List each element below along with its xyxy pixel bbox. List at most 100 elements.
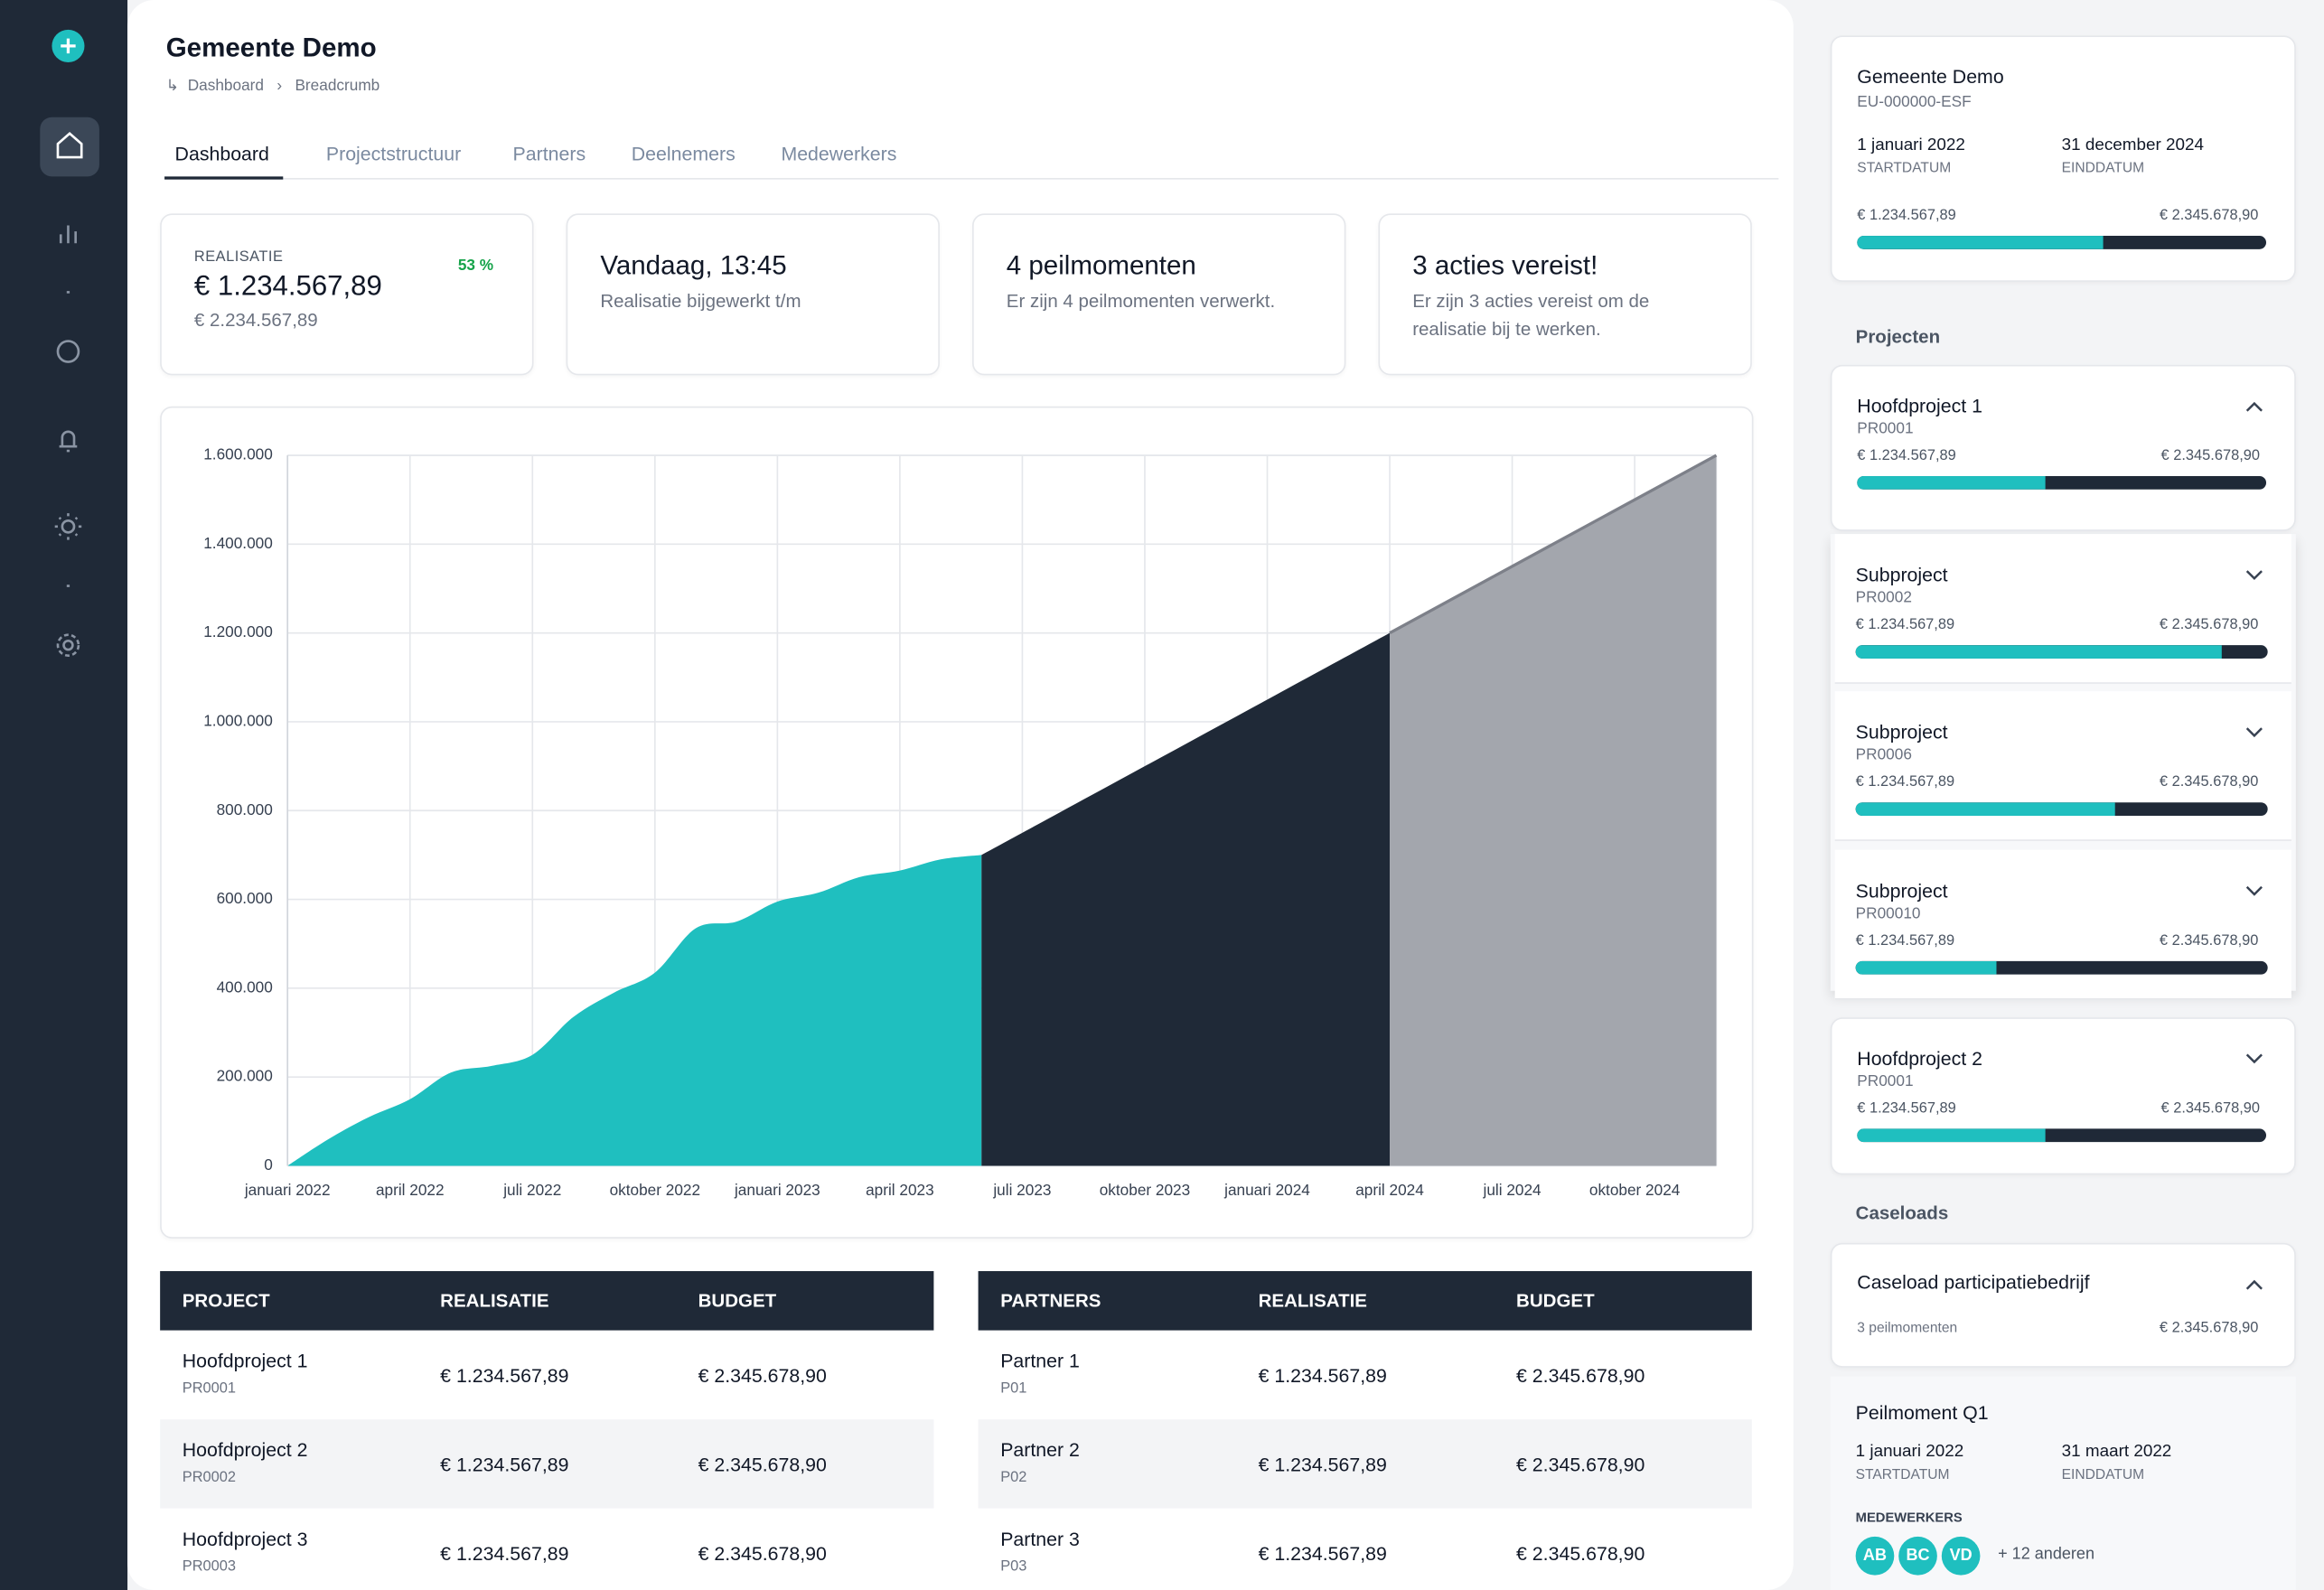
stat-card — [566, 213, 940, 376]
table-row[interactable] — [978, 1419, 1752, 1509]
caseload-budget: € 2.345.678,90 — [2159, 1320, 2259, 1337]
y-tick-label: 1.000.000 — [203, 711, 273, 729]
row-realisatie: € 1.234.567,89 — [440, 1364, 569, 1388]
chevron[interactable] — [2245, 569, 2263, 581]
sidebar-icons — [40, 29, 99, 657]
progress-track — [1857, 1128, 2267, 1143]
crumb[interactable]: Dashboard — [187, 77, 264, 96]
progress-fill — [1857, 476, 2046, 490]
table-row[interactable] — [160, 1330, 934, 1420]
column-header: BUDGET — [698, 1290, 777, 1312]
row-realisatie: € 1.234.567,89 — [440, 1542, 569, 1566]
project-code: PR00010 — [1855, 904, 1921, 923]
row-code: P02 — [1000, 1470, 1027, 1487]
row-realisatie: € 1.234.567,89 — [1258, 1542, 1387, 1566]
project-realised: € 1.234.567,89 — [1857, 447, 1956, 464]
staff-label: MEDEWERKERS — [1855, 1510, 1963, 1525]
chevron[interactable] — [2245, 400, 2263, 412]
subproject-card[interactable] — [1834, 691, 2291, 841]
x-tick-label: juli 2022 — [502, 1181, 561, 1199]
row-code: PR0003 — [182, 1558, 237, 1576]
project-realised: € 1.234.567,89 — [1855, 774, 1955, 791]
org-title: Gemeente Demo — [1857, 65, 2004, 88]
tab[interactable]: Deelnemers — [631, 142, 736, 165]
chart-card: 0 200.000 400.000 600.000 800.000 1.000.000 1.… — [160, 406, 1754, 1239]
table-row[interactable] — [160, 1419, 934, 1509]
y-tick-label: 400.000 — [217, 977, 273, 996]
y-tick-label: 1.600.000 — [203, 445, 273, 463]
row-budget: € 2.345.678,90 — [1516, 1364, 1645, 1388]
realised: € 1.234.567,89 — [1857, 207, 1956, 224]
stat-sub: Er zijn 4 peilmomenten verwerkt. — [1006, 290, 1276, 312]
crumb[interactable]: Breadcrumb — [295, 77, 380, 96]
row-budget: € 2.345.678,90 — [698, 1542, 827, 1566]
caseload-card[interactable] — [1830, 1242, 2296, 1368]
x-tick-label: april 2022 — [376, 1181, 445, 1199]
area — [287, 855, 982, 1166]
avatar[interactable]: VD — [1941, 1536, 1981, 1576]
table-row[interactable] — [978, 1330, 1752, 1420]
row-name: Hoofdproject 1 — [182, 1350, 308, 1372]
subproject-card[interactable] — [1834, 849, 2291, 1000]
tab[interactable]: Medewerkers — [781, 142, 897, 165]
project-card[interactable] — [1830, 1017, 2296, 1175]
project-budget: € 2.345.678,90 — [2159, 616, 2259, 634]
progress-fill — [1855, 802, 2115, 816]
row-name: Partner 1 — [1000, 1350, 1080, 1372]
y-tick-label: 600.000 — [217, 889, 273, 907]
project-budget: € 2.345.678,90 — [2160, 1100, 2261, 1118]
row-realisatie: € 1.234.567,89 — [1258, 1364, 1387, 1388]
y-tick-label: 1.200.000 — [203, 622, 273, 641]
stat-badge: 53 % — [457, 257, 494, 275]
chevron[interactable] — [2245, 1053, 2263, 1065]
section-heading: Caseloads — [1855, 1202, 1949, 1224]
peilmoment-title: Peilmoment Q1 — [1855, 1401, 1989, 1425]
stat-card — [160, 213, 534, 376]
start: 1 januari 2022 — [1855, 1443, 1964, 1462]
y-tick-label: 1.400.000 — [203, 534, 273, 552]
end-label: EINDDATUM — [2061, 160, 2145, 177]
x-tick-label: januari 2023 — [734, 1181, 820, 1199]
tab[interactable]: Partners — [512, 142, 586, 165]
stat-value: 4 peilmomenten — [1006, 250, 1196, 281]
x-tick-label: januari 2022 — [244, 1181, 331, 1199]
project-name: Subproject — [1855, 563, 1948, 586]
page-title: Gemeente Demo — [165, 33, 377, 62]
tab[interactable]: Dashboard — [174, 142, 269, 165]
row-name: Partner 3 — [1000, 1528, 1080, 1550]
progress-fill — [1857, 236, 2103, 249]
project-code: PR0001 — [1857, 419, 1914, 438]
table-row[interactable] — [978, 1508, 1752, 1590]
table-row[interactable] — [160, 1508, 934, 1590]
chevron[interactable] — [2245, 1278, 2263, 1290]
chevron[interactable] — [2245, 726, 2263, 738]
y-tick-label: 200.000 — [217, 1067, 273, 1085]
subproject-card[interactable] — [1834, 534, 2291, 684]
caseload-count: 3 peilmomenten — [1857, 1320, 1958, 1337]
caseload-title: Caseload participatiebedrijf — [1857, 1271, 2090, 1294]
row-code: P03 — [1000, 1558, 1027, 1576]
home-button[interactable] — [40, 117, 99, 177]
end: 31 december 2024 — [2061, 136, 2204, 154]
column-header: PARTNERS — [1000, 1290, 1101, 1312]
avatar[interactable]: BC — [1898, 1536, 1937, 1576]
project-code: PR0006 — [1855, 745, 1912, 764]
y-tick-label: 0 — [264, 1155, 273, 1174]
tab[interactable]: Projectstructuur — [325, 142, 462, 165]
project-name: Hoofdproject 2 — [1857, 1047, 1983, 1070]
area — [981, 632, 1391, 1166]
row-budget: € 2.345.678,90 — [698, 1453, 827, 1476]
chevron[interactable] — [2245, 885, 2263, 897]
progress-track — [1857, 236, 2267, 249]
others: + 12 anderen — [1998, 1545, 2094, 1564]
avatar[interactable]: AB — [1855, 1536, 1895, 1576]
x-tick-label: oktober 2023 — [1100, 1181, 1190, 1199]
project-code: PR0001 — [1857, 1072, 1914, 1090]
stat-label: REALISATIE — [193, 248, 284, 266]
progress-fill — [1855, 960, 1996, 975]
sidebar — [0, 0, 128, 1590]
project-card[interactable] — [1830, 364, 2296, 531]
project-budget: € 2.345.678,90 — [2159, 774, 2259, 791]
